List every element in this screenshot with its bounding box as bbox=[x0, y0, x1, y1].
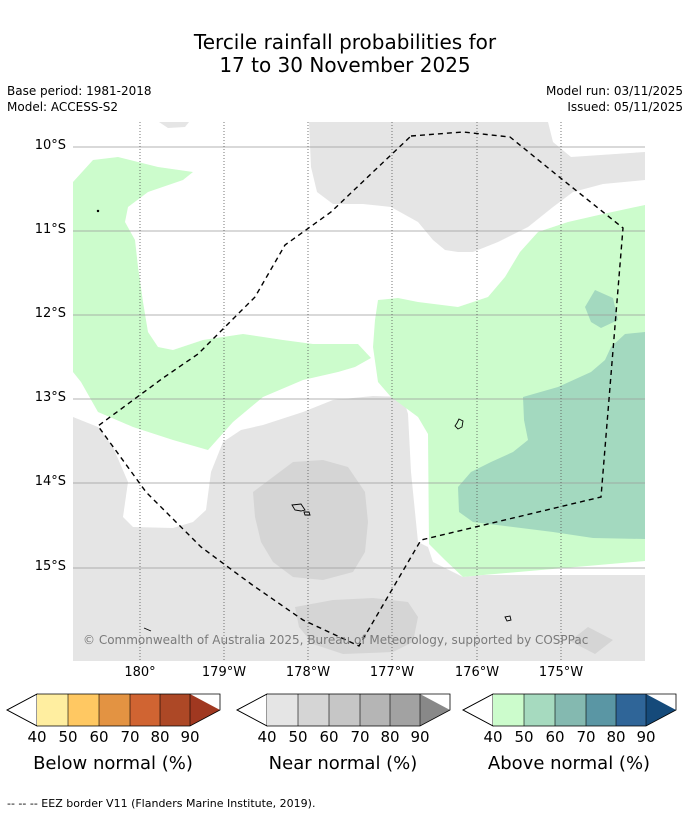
below-swatch-70 bbox=[130, 694, 160, 726]
map-title: Tercile rainfall probabilities for 17 to… bbox=[0, 31, 690, 77]
near-normal-50-south bbox=[295, 598, 418, 654]
near-tick-50: 50 bbox=[288, 728, 308, 746]
below-tick-80: 80 bbox=[150, 728, 170, 746]
below-swatch-50 bbox=[68, 694, 99, 726]
above-min-arrow bbox=[462, 693, 494, 727]
below-tick-40: 40 bbox=[27, 728, 47, 746]
below-normal-label: Below normal (%) bbox=[33, 753, 193, 774]
island-southeast bbox=[504, 615, 512, 622]
near-min-arrow bbox=[236, 693, 268, 727]
below-tick-50: 50 bbox=[58, 728, 78, 746]
near-swatch-40 bbox=[267, 694, 298, 726]
near-tick-90: 90 bbox=[410, 728, 430, 746]
near-normal-40-north bbox=[309, 122, 645, 252]
rainfall-map bbox=[73, 122, 645, 661]
meta-left: Base period: 1981-2018 Model: ACCESS-S2 bbox=[7, 83, 152, 115]
near-normal-50-core bbox=[253, 460, 368, 580]
near-swatch-50 bbox=[298, 694, 329, 726]
near-tick-60: 60 bbox=[319, 728, 339, 746]
base-period: Base period: 1981-2018 bbox=[7, 84, 152, 98]
lat-label-10s: 10°S bbox=[34, 138, 66, 153]
issued-date: Issued: 05/11/2025 bbox=[567, 100, 683, 114]
above-swatch-40 bbox=[493, 694, 524, 726]
eez-border bbox=[97, 131, 624, 647]
above-tick-70: 70 bbox=[576, 728, 596, 746]
below-min-arrow bbox=[6, 693, 38, 727]
above-normal-colorbar bbox=[462, 693, 677, 727]
lat-label-12s: 12°S bbox=[34, 306, 66, 321]
near-normal-50-southeast bbox=[570, 627, 613, 654]
islands bbox=[96, 209, 512, 632]
lon-label-177w: 177°W bbox=[369, 665, 415, 680]
below-tick-90: 90 bbox=[180, 728, 200, 746]
lat-label-14s: 14°S bbox=[34, 474, 66, 489]
title-line-2: 17 to 30 November 2025 bbox=[219, 53, 471, 77]
lon-label-176w: 176°W bbox=[454, 665, 500, 680]
above-max-arrow bbox=[646, 694, 676, 726]
above-normal-label: Above normal (%) bbox=[487, 753, 651, 774]
lon-label-179w: 179°W bbox=[201, 665, 247, 680]
copyright-notice: © Commonwealth of Australia 2025, Bureau… bbox=[83, 633, 589, 647]
below-swatch-80 bbox=[160, 694, 190, 726]
lon-label-175w: 175°W bbox=[538, 665, 584, 680]
above-normal-40-west bbox=[73, 157, 371, 450]
island-northwest bbox=[96, 209, 100, 213]
above-swatch-60 bbox=[555, 694, 586, 726]
meta-right: Model run: 03/11/2025 Issued: 05/11/2025 bbox=[546, 83, 683, 115]
island-futuna bbox=[291, 503, 306, 512]
near-swatch-60 bbox=[329, 694, 360, 726]
model-run: Model run: 03/11/2025 bbox=[545, 84, 683, 98]
above-normal-50-southeast bbox=[458, 332, 645, 539]
below-tick-70: 70 bbox=[120, 728, 140, 746]
below-max-arrow bbox=[190, 694, 220, 726]
latitude-grid bbox=[73, 146, 645, 569]
island-wallis bbox=[454, 418, 464, 430]
near-swatch-70 bbox=[360, 694, 390, 726]
lat-label-11s: 11°S bbox=[34, 222, 66, 237]
below-swatch-60 bbox=[99, 694, 130, 726]
lat-label-13s: 13°S bbox=[34, 390, 66, 405]
near-tick-40: 40 bbox=[257, 728, 277, 746]
above-swatch-70 bbox=[586, 694, 616, 726]
near-normal-40-top-left-patch bbox=[159, 122, 189, 128]
near-normal-label: Near normal (%) bbox=[268, 753, 418, 774]
model-name: Model: ACCESS-S2 bbox=[7, 100, 119, 114]
below-normal-colorbar bbox=[6, 693, 221, 727]
above-swatch-80 bbox=[616, 694, 646, 726]
below-tick-60: 60 bbox=[89, 728, 109, 746]
above-tick-50: 50 bbox=[514, 728, 534, 746]
near-swatch-80 bbox=[390, 694, 420, 726]
near-max-arrow bbox=[420, 694, 450, 726]
near-tick-80: 80 bbox=[380, 728, 400, 746]
near-normal-colorbar bbox=[236, 693, 451, 727]
island-southwest bbox=[143, 627, 152, 632]
island-alofi bbox=[303, 511, 311, 516]
above-tick-80: 80 bbox=[606, 728, 626, 746]
near-tick-70: 70 bbox=[350, 728, 370, 746]
title-line-1: Tercile rainfall probabilities for bbox=[193, 30, 497, 54]
above-tick-40: 40 bbox=[483, 728, 503, 746]
below-swatch-40 bbox=[37, 694, 68, 726]
eez-footnote: -- -- -- EEZ border V11 (Flanders Marine… bbox=[7, 797, 316, 810]
above-swatch-50 bbox=[524, 694, 555, 726]
above-tick-90: 90 bbox=[636, 728, 656, 746]
lat-label-15s: 15°S bbox=[34, 559, 66, 574]
lon-label-180: 180° bbox=[124, 665, 156, 680]
above-tick-60: 60 bbox=[545, 728, 565, 746]
lon-label-178w: 178°W bbox=[285, 665, 331, 680]
above-normal-50-east-patch bbox=[585, 290, 618, 328]
